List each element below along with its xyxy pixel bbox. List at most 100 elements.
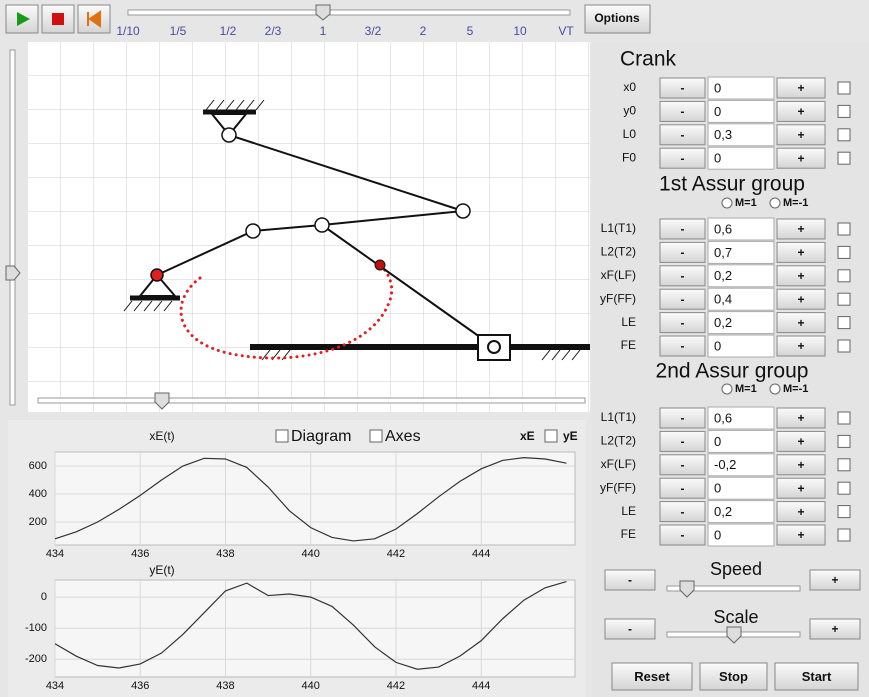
param-checkbox[interactable] (837, 151, 851, 165)
param-checkbox[interactable] (837, 81, 851, 95)
speed-preset[interactable]: 3/2 (365, 24, 382, 38)
param-checkbox[interactable] (837, 245, 851, 259)
plus-button[interactable] (776, 265, 826, 287)
plus-button[interactable] (776, 430, 826, 452)
plus-button[interactable] (776, 454, 826, 476)
scale-thumb[interactable] (726, 626, 742, 644)
param-input[interactable] (707, 523, 775, 547)
plus-button[interactable] (776, 77, 826, 99)
plus-button[interactable] (776, 218, 826, 240)
speed-preset[interactable]: 1/5 (170, 24, 187, 38)
minus-button[interactable] (659, 335, 706, 357)
param-checkbox[interactable] (837, 481, 851, 495)
speed-preset[interactable]: 2/3 (265, 24, 282, 38)
param-input[interactable] (707, 123, 775, 147)
param-checkbox[interactable] (837, 104, 851, 118)
speed-plus[interactable] (809, 569, 861, 591)
speed-preset[interactable]: 1/2 (220, 24, 237, 38)
mode-radio[interactable] (769, 197, 781, 209)
speed-preset[interactable]: 1 (320, 24, 327, 38)
plus-button[interactable] (776, 407, 826, 429)
plus-button[interactable] (776, 241, 826, 263)
speed-thumb[interactable] (679, 580, 695, 598)
param-checkbox[interactable] (837, 269, 851, 283)
param-input[interactable] (707, 99, 775, 123)
scale-plus[interactable] (809, 618, 861, 640)
minus-button[interactable] (659, 288, 706, 310)
minus-button[interactable] (659, 124, 706, 146)
speed-slider-track[interactable] (127, 9, 571, 16)
axes-checkbox[interactable] (369, 429, 383, 443)
plus-button[interactable] (776, 335, 826, 357)
plus-button[interactable] (776, 100, 826, 122)
minus-button[interactable] (659, 312, 706, 334)
minus-button[interactable] (659, 100, 706, 122)
param-input[interactable] (707, 500, 775, 524)
mode-radio[interactable] (721, 197, 733, 209)
param-checkbox[interactable] (837, 128, 851, 142)
param-checkbox[interactable] (837, 505, 851, 519)
mode-radio[interactable] (721, 383, 733, 395)
speed-slider[interactable] (666, 585, 801, 592)
horizontal-slider-thumb[interactable] (154, 392, 170, 410)
plus-button[interactable] (776, 524, 826, 546)
minus-button[interactable] (659, 454, 706, 476)
plus-button[interactable] (776, 477, 826, 499)
minus-button[interactable] (659, 501, 706, 523)
param-input[interactable] (707, 217, 775, 241)
speed-preset[interactable]: 2 (420, 24, 427, 38)
action-button[interactable] (611, 662, 693, 691)
x-tick-label: 438 (216, 548, 234, 560)
param-checkbox[interactable] (837, 528, 851, 542)
minus-button[interactable] (659, 524, 706, 546)
param-checkbox[interactable] (837, 411, 851, 425)
speed-slider-thumb[interactable] (315, 4, 331, 21)
param-input[interactable] (707, 453, 775, 477)
minus-button[interactable] (659, 430, 706, 452)
ye-checkbox[interactable] (544, 429, 558, 443)
param-input[interactable] (707, 76, 775, 100)
minus-button[interactable] (659, 147, 706, 169)
diagram-checkbox[interactable] (275, 429, 289, 443)
plus-button[interactable] (776, 288, 826, 310)
plus-button[interactable] (776, 147, 826, 169)
speed-preset[interactable]: 10 (513, 24, 527, 38)
param-input[interactable] (707, 287, 775, 311)
plus-button-label: + (797, 81, 804, 95)
action-button[interactable] (699, 662, 768, 691)
param-checkbox[interactable] (837, 339, 851, 353)
param-checkbox[interactable] (837, 316, 851, 330)
minus-button[interactable] (659, 218, 706, 240)
minus-button[interactable] (659, 407, 706, 429)
param-input[interactable] (707, 146, 775, 170)
param-input[interactable] (707, 406, 775, 430)
param-checkbox[interactable] (837, 292, 851, 306)
speed-preset[interactable]: VT (558, 24, 574, 38)
plus-button[interactable] (776, 312, 826, 334)
param-input[interactable] (707, 240, 775, 264)
mode-radio[interactable] (769, 383, 781, 395)
vertical-slider[interactable] (9, 49, 16, 406)
action-button[interactable] (774, 662, 859, 691)
param-input[interactable] (707, 311, 775, 335)
plus-button[interactable] (776, 124, 826, 146)
param-input[interactable] (707, 334, 775, 358)
param-checkbox[interactable] (837, 434, 851, 448)
minus-button[interactable] (659, 265, 706, 287)
speed-preset[interactable]: 5 (467, 24, 474, 38)
scale-minus[interactable] (604, 618, 656, 640)
param-checkbox[interactable] (837, 222, 851, 236)
speed-preset[interactable]: 1/10 (116, 24, 140, 38)
param-input[interactable] (707, 429, 775, 453)
minus-button[interactable] (659, 241, 706, 263)
options-button[interactable] (584, 4, 651, 34)
param-checkbox[interactable] (837, 458, 851, 472)
horizontal-slider[interactable] (37, 397, 586, 404)
plus-button[interactable] (776, 501, 826, 523)
minus-button[interactable] (659, 77, 706, 99)
param-input[interactable] (707, 476, 775, 500)
speed-minus[interactable] (604, 569, 656, 591)
vertical-slider-thumb[interactable] (5, 265, 21, 281)
minus-button[interactable] (659, 477, 706, 499)
param-input[interactable] (707, 264, 775, 288)
